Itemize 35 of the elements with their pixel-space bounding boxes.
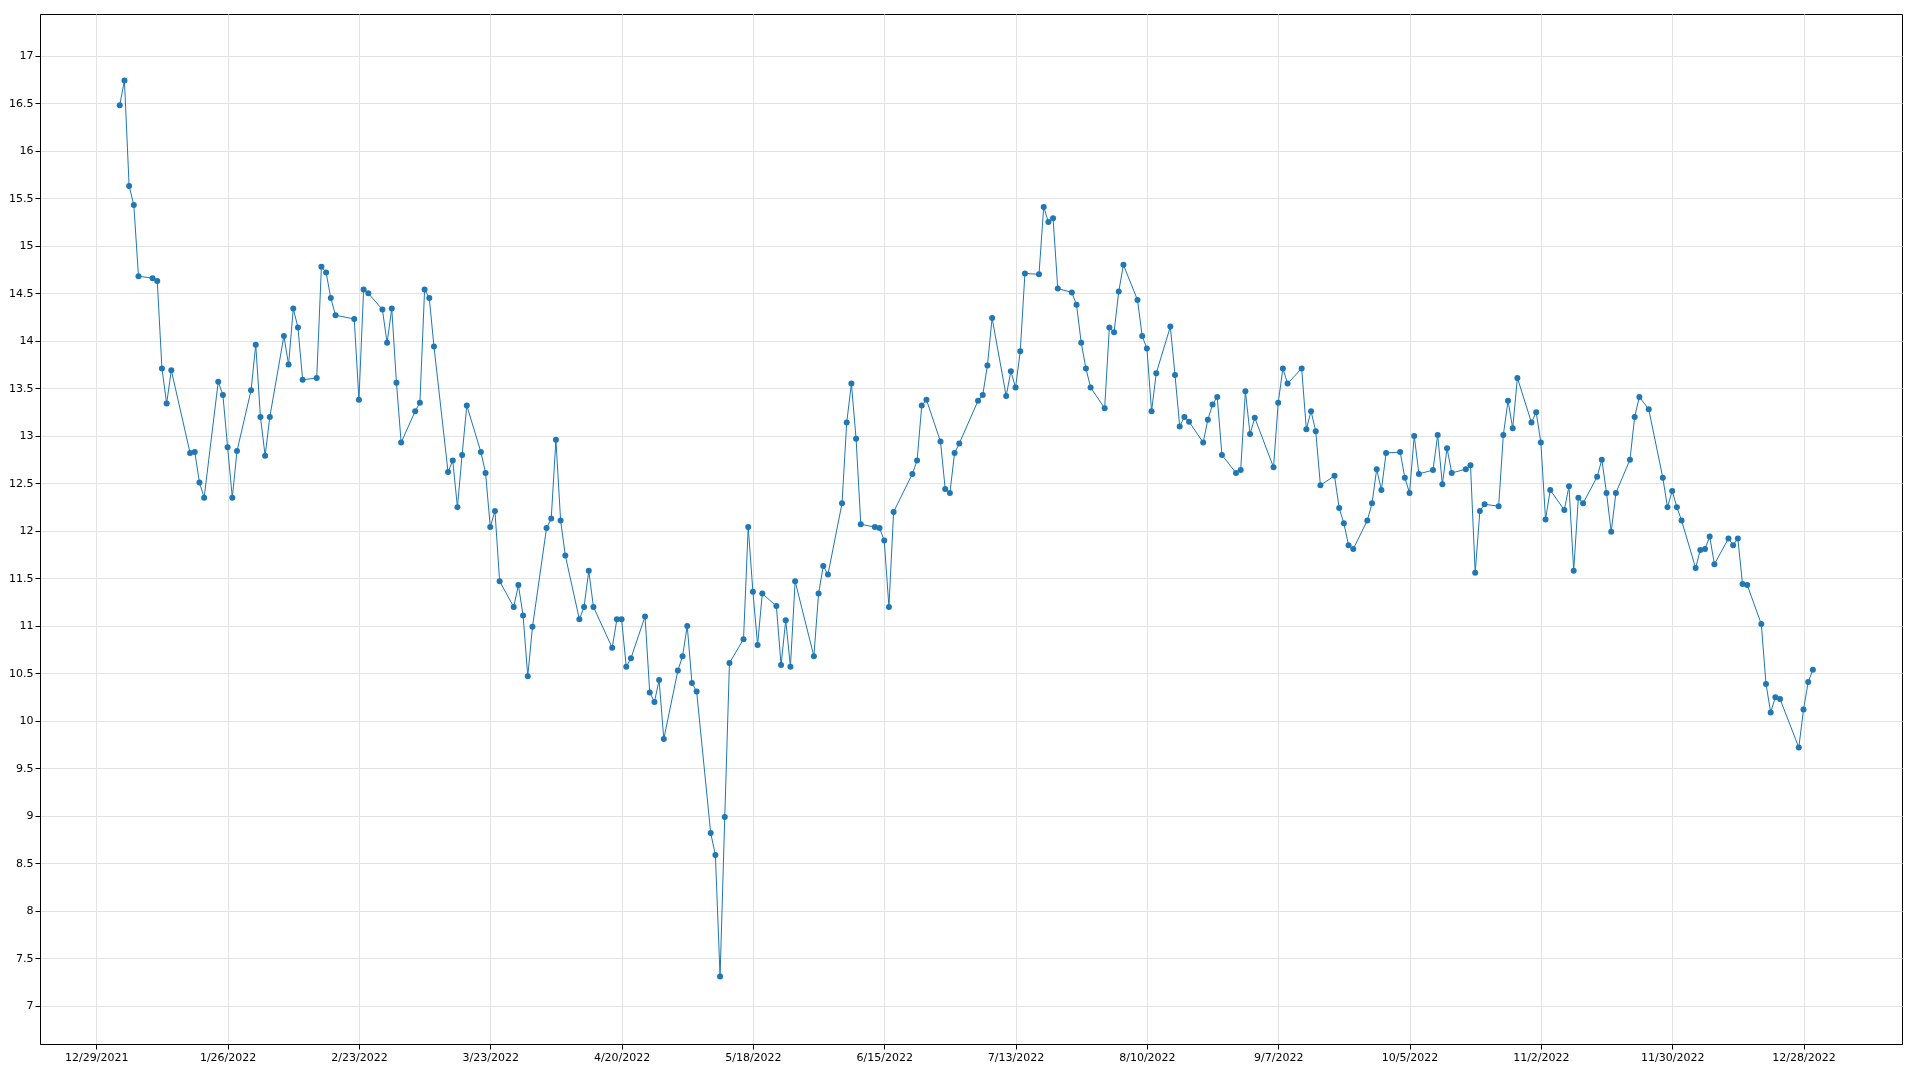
y-tick-label: 14 (19, 334, 34, 348)
y-tick-label: 17 (19, 49, 34, 63)
y-tick-label: 13 (19, 429, 34, 443)
x-tick-label: 4/20/2022 (593, 1050, 651, 1064)
x-tick-label: 12/28/2022 (1772, 1050, 1836, 1064)
x-tick-label: 3/23/2022 (462, 1050, 519, 1064)
y-tick-label: 16 (19, 144, 34, 158)
y-tick-label: 8.5 (16, 856, 34, 870)
x-tick-label: 8/10/2022 (1119, 1050, 1176, 1064)
x-tick-label: 1/26/2022 (199, 1050, 257, 1064)
x-tick-label: 11/30/2022 (1640, 1050, 1705, 1064)
x-tick-label: 9/7/2022 (1254, 1050, 1304, 1064)
y-tick-label: 7 (26, 999, 34, 1013)
x-tick-label: 6/15/2022 (856, 1050, 913, 1064)
y-tick-label: 11.5 (9, 571, 34, 585)
y-tick-label: 12.5 (9, 476, 34, 490)
y-tick-label: 13.5 (9, 381, 34, 395)
x-tick-label: 10/5/2022 (1381, 1050, 1439, 1064)
y-tick-label: 9.5 (16, 761, 34, 775)
y-tick-label: 8 (26, 904, 34, 918)
y-tick-label: 16.5 (9, 96, 34, 110)
y-tick-label: 7.5 (16, 951, 34, 965)
x-tick-label: 11/2/2022 (1513, 1050, 1570, 1064)
x-tick-label: 5/18/2022 (725, 1050, 782, 1064)
y-tick-label: 10 (19, 714, 34, 728)
y-tick-label: 12 (19, 524, 34, 538)
y-tick-label: 10.5 (9, 666, 34, 680)
x-tick-label: 2/23/2022 (331, 1050, 388, 1064)
y-tick-label: 15.5 (9, 191, 34, 205)
y-tick-label: 14.5 (9, 286, 34, 300)
y-tick-label: 11 (19, 619, 34, 633)
x-tick-label: 12/29/2021 (65, 1050, 129, 1064)
y-tick-label: 9 (26, 809, 34, 823)
y-tick-label: 15 (19, 239, 34, 253)
x-tick-label: 7/13/2022 (987, 1050, 1045, 1064)
